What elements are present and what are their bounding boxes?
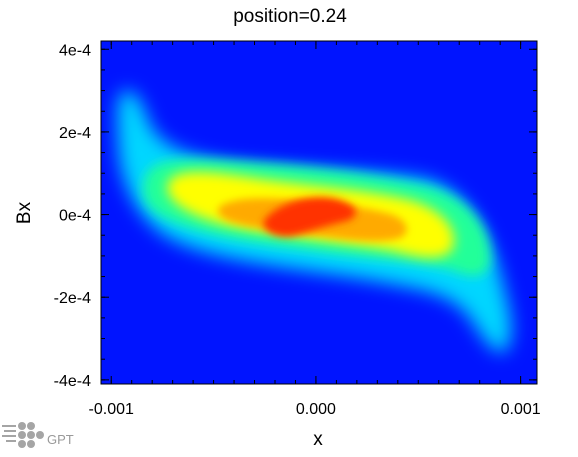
axis-ticks: -0.001 0.000 0.001 4e-4 2e-4 0e-4 -2e-4 -4e-4 [54,41,541,418]
gpt-logo: GPT [2,422,74,448]
x-tick-label: 0.001 [501,401,541,418]
y-tick-label: 0e-4 [59,208,91,225]
chart-title: position=0.24 [233,6,347,27]
density-level-red [263,197,356,237]
y-tick-label: 4e-4 [59,42,91,59]
y-axis-label: Bx [14,201,35,224]
y-tick-label: 2e-4 [59,125,91,142]
x-axis-label: x [313,429,323,450]
plot-frame [100,40,538,385]
x-tick-label: 0.000 [296,401,336,418]
x-tick-label: -0.001 [89,401,134,418]
y-tick-label: -4e-4 [54,373,91,390]
y-tick-label: -2e-4 [54,290,91,307]
density-heatmap [117,90,512,353]
gpt-logo-icon [2,422,44,448]
logo-text: GPT [47,432,74,447]
